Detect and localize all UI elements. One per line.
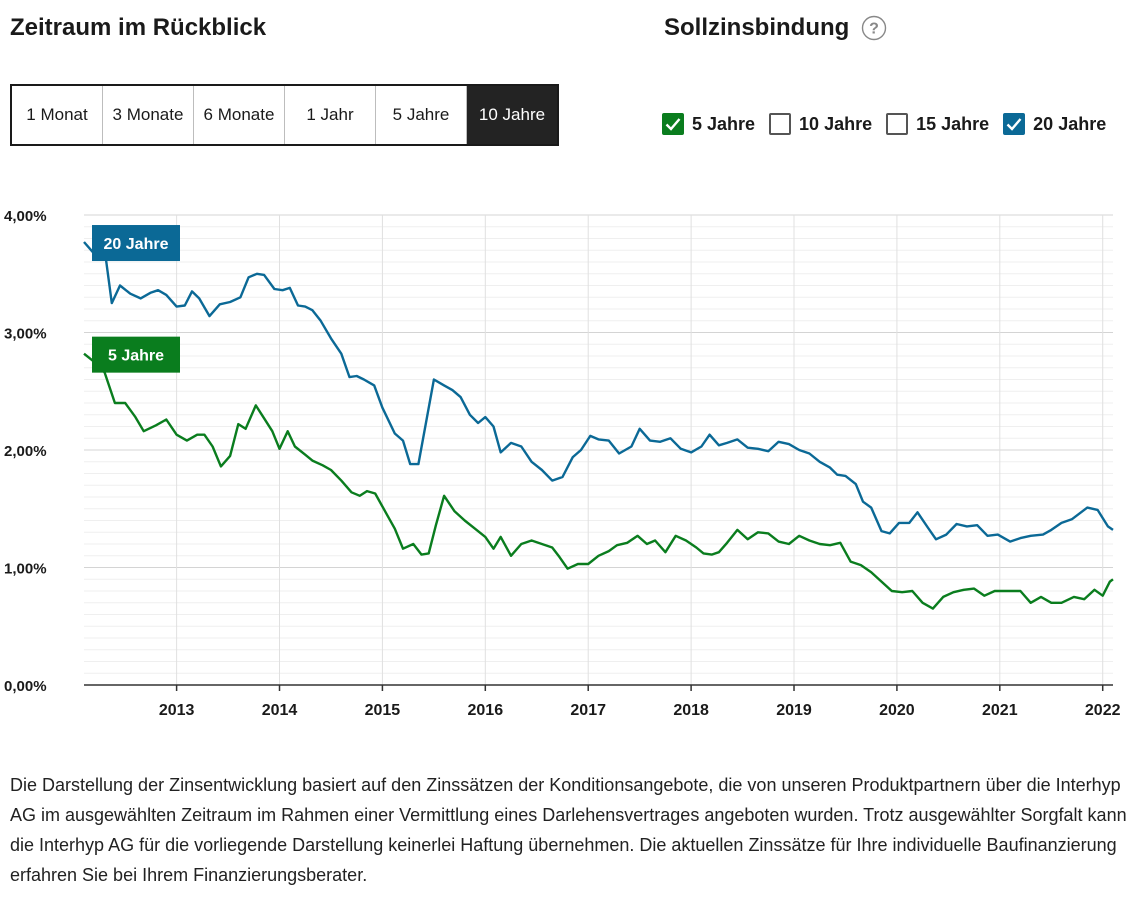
period-tab-0[interactable]: 1 Monat xyxy=(12,86,103,144)
period-title: Zeitraum im Rückblick xyxy=(10,14,267,41)
checkbox[interactable] xyxy=(769,113,792,135)
period-selector: 1 Monat 3 Monate 6 Monate 1 Jahr 5 Jahre 10 J… xyxy=(10,84,559,146)
series-line-1 xyxy=(83,352,1114,610)
period-tab-2[interactable]: 6 Monate xyxy=(194,86,285,144)
x-tick-label: 2013 xyxy=(159,702,195,719)
fixation-options: 5 Jahre 10 Jahre 15 Jahre 20 Jahre xyxy=(662,113,1106,135)
svg-text:?: ? xyxy=(869,21,879,38)
x-tick-label: 2014 xyxy=(262,702,298,719)
fixation-option-label: 20 Jahre xyxy=(1033,113,1107,134)
checkbox[interactable] xyxy=(1003,113,1026,135)
series-label-0: 20 Jahre xyxy=(92,225,180,262)
checkmark-icon xyxy=(665,118,681,131)
checkbox[interactable] xyxy=(662,113,684,135)
question-circle-icon[interactable]: ? xyxy=(861,15,887,41)
checkbox[interactable] xyxy=(886,113,909,135)
fixation-option-label: 10 Jahre xyxy=(799,113,873,134)
y-tick-label: 3,00% xyxy=(4,326,47,343)
x-tick-label: 2015 xyxy=(365,702,401,719)
x-tick-label: 2017 xyxy=(570,702,606,719)
fixation-option-0[interactable]: 5 Jahre xyxy=(662,113,755,135)
period-tab-1[interactable]: 3 Monate xyxy=(103,86,194,144)
fixation-option-label: 5 Jahre xyxy=(692,113,756,134)
series-label-text: 5 Jahre xyxy=(108,348,164,365)
period-tab-3[interactable]: 1 Jahr xyxy=(285,86,376,144)
fixation-title: Sollzinsbindung xyxy=(664,14,850,41)
y-tick-label: 1,00% xyxy=(4,561,47,578)
x-tick-label: 2021 xyxy=(982,702,1018,719)
fixation-option-label: 15 Jahre xyxy=(916,113,990,134)
fixation-title-wrap: Sollzinsbindung ? xyxy=(664,14,887,42)
period-tab-5[interactable]: 10 Jahre xyxy=(467,86,557,144)
y-tick-label: 2,00% xyxy=(4,443,47,460)
series-label-box xyxy=(92,336,180,373)
fixation-option-2[interactable]: 15 Jahre xyxy=(886,113,989,135)
interest-rate-chart: 0,00% 1,00% 2,00% 3,00% 4,00% 2013 2014 2015 201… xyxy=(4,208,1121,719)
series-line-0 xyxy=(83,241,1114,543)
series-label-box xyxy=(92,225,180,262)
y-tick-label: 4,00% xyxy=(4,208,47,225)
series-label-1: 5 Jahre xyxy=(92,336,180,373)
x-tick-label: 2020 xyxy=(879,702,915,719)
x-tick-label: 2018 xyxy=(673,702,709,719)
y-tick-label: 0,00% xyxy=(4,678,47,695)
x-tick-label: 2016 xyxy=(468,702,504,719)
fixation-option-1[interactable]: 10 Jahre xyxy=(769,113,872,135)
checkmark-icon xyxy=(1006,118,1022,131)
period-tab-4[interactable]: 5 Jahre xyxy=(376,86,467,144)
series-label-text: 20 Jahre xyxy=(104,236,169,253)
fixation-option-3[interactable]: 20 Jahre xyxy=(1003,113,1106,135)
disclaimer-text: Die Darstellung der Zinsentwicklung basi… xyxy=(10,775,1127,885)
x-tick-label: 2019 xyxy=(776,702,812,719)
x-tick-label: 2022 xyxy=(1085,702,1121,719)
